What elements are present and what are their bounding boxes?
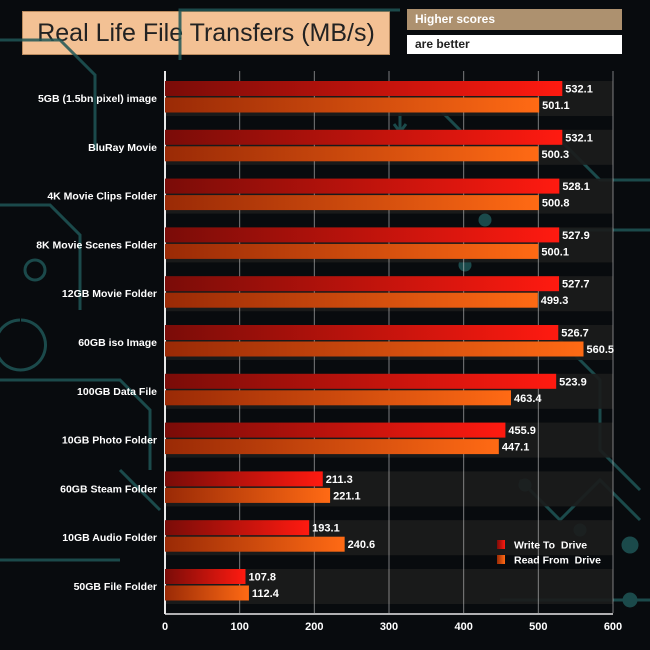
legend: Write To Drive Read From Drive: [497, 540, 601, 567]
legend-swatch: [497, 540, 505, 549]
category-label: 8K Movie Scenes Folder: [36, 239, 157, 251]
x-axis-ticks: 0 100 200 300 400 500 600: [162, 621, 622, 633]
higher-scores-note: Higher scores: [407, 9, 622, 30]
bar-write: [165, 520, 310, 536]
x-tick-label: 100: [230, 621, 248, 633]
data-label: 532.1: [565, 84, 593, 96]
category-label: BluRay Movie: [88, 142, 157, 154]
category-label: 100GB Data File: [77, 386, 157, 398]
legend-swatch: [497, 555, 505, 564]
bar-write: [165, 276, 560, 292]
bar-write: [165, 129, 563, 145]
data-label: 455.9: [508, 425, 536, 437]
are-better-note: are better: [407, 35, 622, 54]
data-label: 528.1: [562, 181, 590, 193]
data-label: 501.1: [542, 100, 570, 112]
data-label: 527.7: [562, 279, 590, 291]
x-tick-label: 400: [454, 621, 472, 633]
x-tick-label: 0: [162, 621, 168, 633]
bar-read: [165, 439, 499, 455]
category-label: 60GB iso Image: [78, 337, 157, 349]
bar-write: [165, 373, 557, 389]
bar-write: [165, 422, 506, 438]
bar-write: [165, 569, 246, 584]
bar-write: [165, 227, 560, 243]
legend-label: Read From Drive: [514, 555, 601, 567]
bar-read: [165, 146, 539, 162]
bar-read: [165, 487, 331, 503]
category-label: 50GB File Folder: [74, 581, 157, 593]
category-label: 60GB Steam Folder: [60, 483, 157, 495]
legend-label: Write To Drive: [514, 540, 587, 552]
category-labels: 5GB (1.5bn pixel) image BluRay Movie 4K Mo…: [36, 93, 157, 593]
bar-read: [165, 195, 539, 211]
x-tick-label: 600: [604, 621, 622, 633]
data-label: 500.1: [541, 246, 569, 258]
data-label: 240.6: [348, 539, 376, 551]
bar-read: [165, 585, 249, 601]
data-label: 463.4: [514, 393, 542, 405]
bar-write: [165, 178, 560, 194]
bar-write: [165, 471, 323, 487]
data-label: 532.1: [565, 132, 593, 144]
data-label: 112.4: [252, 588, 280, 600]
category-label: 12GB Movie Folder: [62, 288, 157, 300]
bar-read: [165, 390, 512, 406]
data-label: 523.9: [559, 376, 587, 388]
data-label: 527.9: [562, 230, 590, 242]
data-label: 526.7: [561, 328, 589, 340]
category-label: 5GB (1.5bn pixel) image: [38, 93, 157, 105]
data-label: 107.8: [248, 572, 276, 584]
data-label: 447.1: [502, 442, 530, 454]
x-tick-label: 200: [305, 621, 323, 633]
bar-read: [165, 292, 538, 308]
x-tick-label: 300: [380, 621, 398, 633]
bar-read: [165, 536, 345, 552]
data-label: 560.5: [587, 344, 615, 356]
category-label: 10GB Photo Folder: [62, 435, 157, 447]
chart-title: Real Life File Transfers (MB/s): [22, 11, 390, 55]
bar-read: [165, 97, 540, 113]
data-label: 500.3: [542, 149, 570, 161]
data-label: 193.1: [312, 523, 340, 535]
bar-read: [165, 243, 539, 259]
x-tick-label: 500: [529, 621, 547, 633]
data-label: 221.1: [333, 490, 361, 502]
category-label: 10GB Audio Folder: [62, 532, 157, 544]
data-label: 211.3: [326, 474, 353, 486]
bars-group: 532.1 501.1 532.1 500.3 528.1 500.8 527.9 500.1…: [165, 81, 614, 601]
category-label: 4K Movie Clips Folder: [47, 191, 157, 203]
data-label: 499.3: [541, 295, 569, 307]
bar-write: [165, 81, 563, 96]
bar-write: [165, 325, 559, 340]
bar-read: [165, 341, 584, 357]
data-label: 500.8: [542, 198, 570, 210]
